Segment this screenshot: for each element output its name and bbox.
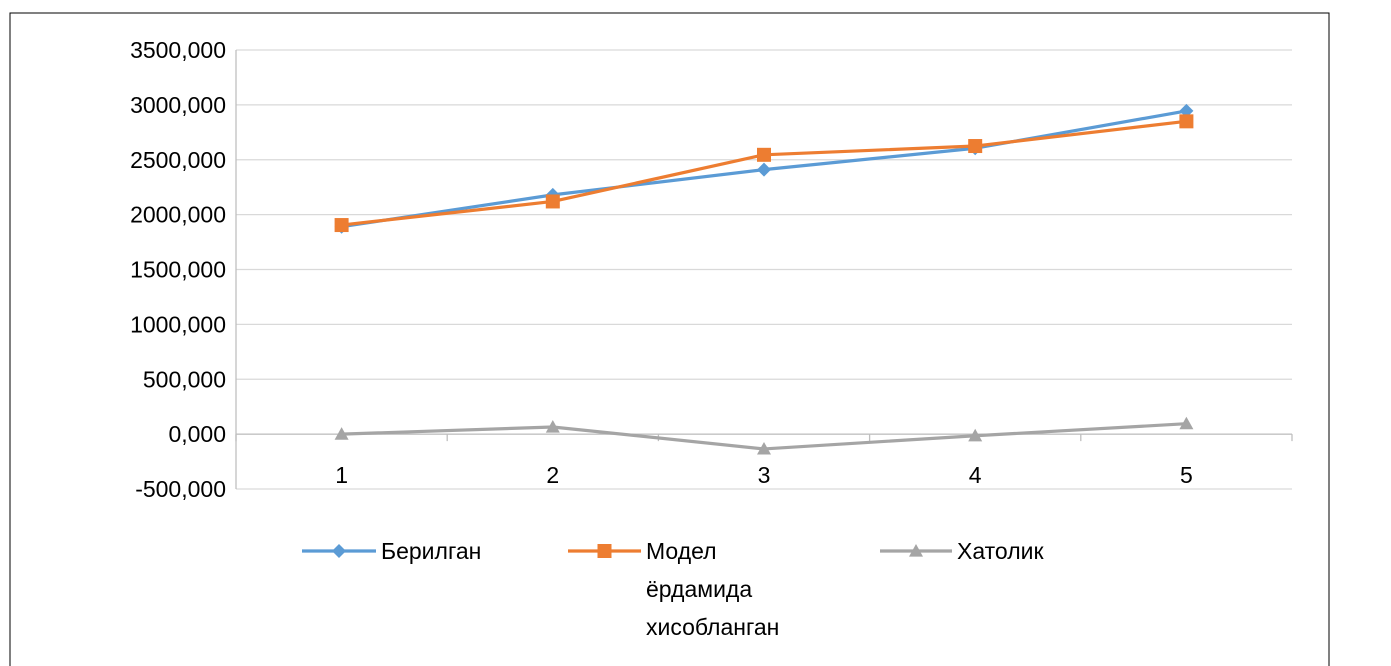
legend-marker xyxy=(332,544,346,558)
legend-marker xyxy=(597,544,612,558)
y-axis-tick-labels: -500,000 0,000 500,000 1000,000 1500,000 2000… xyxy=(130,37,226,502)
data-point xyxy=(968,428,983,442)
legend-item: Модел ёрдамида хисобланган xyxy=(568,538,779,640)
legend-label: Модел xyxy=(646,538,717,564)
legend-label: Хатолик xyxy=(957,538,1044,564)
data-point xyxy=(334,427,349,440)
chart-border xyxy=(9,12,1330,666)
y-tick-label: 2000,000 xyxy=(130,202,226,228)
legend-label: Берилган xyxy=(381,538,481,564)
x-tick-label: 5 xyxy=(1180,462,1193,488)
x-tick-label: 2 xyxy=(546,462,559,488)
data-point xyxy=(545,419,560,433)
data-point xyxy=(334,218,349,233)
data-point xyxy=(757,147,771,162)
data-point xyxy=(1179,114,1194,129)
x-tick-label: 3 xyxy=(758,462,771,488)
y-tick-label: 1500,000 xyxy=(130,257,226,283)
legend-item: Берилган xyxy=(302,538,481,564)
data-point xyxy=(545,194,560,209)
y-tick-label: 0,000 xyxy=(168,421,226,447)
legend-marker xyxy=(909,544,923,557)
y-tick-label: 1000,000 xyxy=(130,311,226,337)
y-tick-label: 500,000 xyxy=(143,366,226,392)
x-tick-label: 4 xyxy=(969,462,982,488)
data-point xyxy=(968,139,983,154)
series-3 xyxy=(334,416,1194,455)
legend-label: ёрдамида xyxy=(646,576,752,602)
data-point xyxy=(757,441,771,455)
x-tick-label: 1 xyxy=(335,462,348,488)
data-point xyxy=(757,162,771,177)
y-tick-label: 3000,000 xyxy=(130,92,226,118)
legend: Берилган Модел ёрдамида хисобланган Хатолик xyxy=(302,538,1044,640)
series-2 xyxy=(334,114,1194,233)
y-tick-label: 3500,000 xyxy=(130,37,226,63)
y-tick-label: 2500,000 xyxy=(130,147,226,173)
legend-item: Хатолик xyxy=(880,538,1044,564)
data-point xyxy=(1179,416,1194,430)
x-axis-tick-labels: 1 2 3 4 5 xyxy=(335,462,1193,488)
y-tick-label: -500,000 xyxy=(135,476,226,502)
plot-series xyxy=(334,103,1194,455)
legend-label: хисобланган xyxy=(646,614,779,640)
